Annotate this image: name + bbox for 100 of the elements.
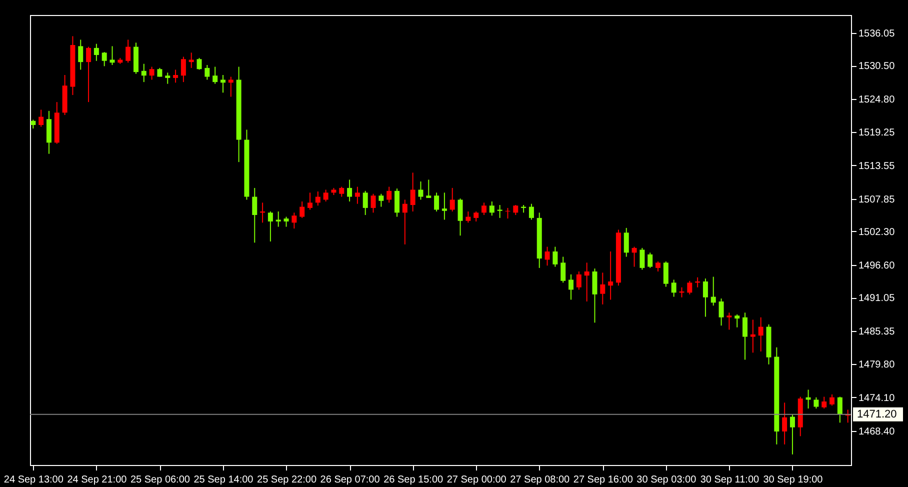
- candlestick: [656, 260, 661, 272]
- candlestick: [402, 199, 408, 245]
- y-tick-label: 1502.30: [858, 226, 896, 238]
- x-tick-label: 27 Sep 16:00: [573, 474, 634, 486]
- candlestick: [378, 193, 384, 208]
- candlestick: [165, 72, 170, 84]
- candlestick: [648, 252, 653, 268]
- candlestick: [750, 319, 756, 354]
- candlestick: [386, 186, 392, 204]
- candlestick: [552, 246, 558, 268]
- candlestick: [576, 270, 582, 290]
- candlestick: [347, 179, 352, 202]
- candlestick: [362, 190, 368, 216]
- candlestick: [126, 39, 131, 64]
- y-tick-label: 1519.25: [858, 127, 896, 138]
- candlestick: [442, 192, 447, 220]
- candlestick: [837, 396, 842, 424]
- y-tick-label: 1479.80: [858, 359, 896, 370]
- candlestick: [228, 76, 234, 98]
- y-tick-label: 1524.80: [858, 94, 896, 106]
- y-tick-label: 1491.05: [858, 293, 896, 304]
- y-tick-label: 1474.10: [858, 392, 896, 404]
- candlestick: [418, 180, 424, 200]
- candlestick: [497, 204, 502, 218]
- candlestick: [742, 312, 748, 360]
- x-tick-label: 30 Sep 19:00: [763, 474, 824, 486]
- candlestick: [458, 198, 463, 236]
- candlestick: [188, 52, 194, 68]
- candlestick: [482, 202, 486, 216]
- candlestick: [608, 250, 614, 300]
- candlestick: [370, 193, 376, 214]
- candlestick: [450, 187, 455, 212]
- y-tick-label: 1468.40: [858, 426, 896, 438]
- candlestick: [323, 189, 328, 202]
- candlestick: [489, 200, 494, 216]
- candlestick: [276, 210, 281, 228]
- candlestick: [394, 188, 400, 218]
- candlestick: [782, 402, 788, 445]
- y-tick-label: 1536.05: [858, 28, 896, 40]
- candlestick: [46, 110, 52, 154]
- candlestick: [710, 276, 716, 306]
- candlestick: [410, 172, 416, 212]
- x-tick-label: 24 Sep 13:00: [4, 474, 64, 486]
- candlestick: [38, 109, 44, 128]
- candlestick: [663, 260, 668, 288]
- candlestick: [300, 200, 305, 218]
- candlestick: [315, 190, 320, 206]
- candlestick: [528, 203, 534, 220]
- candlestick: [180, 56, 186, 83]
- candlestick: [307, 192, 312, 210]
- candlestick: [252, 187, 258, 244]
- candlestick: [94, 43, 99, 62]
- candlestick: [466, 210, 471, 224]
- candlestick: [624, 227, 629, 258]
- candlestick: [718, 298, 724, 326]
- candlestick: [339, 186, 344, 198]
- candlestick: [86, 46, 92, 103]
- x-tick-label: 25 Sep 22:00: [257, 474, 317, 486]
- candlestick: [790, 414, 795, 455]
- x-tick-label: 24 Sep 21:00: [67, 474, 128, 486]
- candlestick: [354, 186, 360, 204]
- candlestick: [560, 256, 566, 284]
- x-tick-label: 25 Sep 14:00: [194, 474, 254, 486]
- candlestick: [78, 39, 84, 70]
- candlestick: [284, 216, 289, 228]
- y-tick-label: 1485.35: [858, 326, 896, 338]
- x-tick-label: 25 Sep 06:00: [130, 474, 190, 486]
- candlestick: [632, 246, 637, 268]
- candlestick: [292, 212, 297, 230]
- candlestick: [102, 52, 107, 67]
- x-tick-label: 27 Sep 08:00: [510, 474, 570, 486]
- candlestick: [584, 262, 590, 302]
- candlestick: [434, 192, 440, 212]
- candlestick: [474, 210, 479, 222]
- x-tick-label: 26 Sep 07:00: [320, 474, 380, 486]
- ref-line-label: 1471.20: [857, 408, 897, 420]
- x-tick-label: 26 Sep 15:00: [384, 474, 444, 486]
- candlestick: [204, 64, 210, 80]
- candlestick: [513, 204, 518, 216]
- candlestick: [671, 279, 676, 298]
- candlestick: [220, 74, 226, 94]
- x-tick-label: 30 Sep 11:00: [700, 474, 760, 486]
- candlestick: [592, 268, 598, 324]
- candlestick: [822, 396, 827, 410]
- candlestick: [173, 69, 178, 84]
- candlestick: [702, 278, 708, 318]
- x-tick-label: 30 Sep 03:00: [636, 474, 697, 486]
- y-tick-label: 1530.50: [858, 61, 896, 72]
- candlestick: [726, 312, 732, 330]
- candlestick: [758, 316, 764, 352]
- y-tick-label: 1507.85: [858, 194, 896, 206]
- candlestick: [196, 57, 202, 70]
- candlestick: [600, 272, 606, 305]
- y-tick-label: 1496.60: [858, 260, 896, 272]
- candlestick: [110, 46, 115, 66]
- candlestick: [830, 394, 835, 406]
- candlestick: [212, 66, 218, 84]
- x-tick-label: 27 Sep 00:00: [446, 474, 507, 486]
- y-tick-label: 1513.55: [858, 160, 896, 172]
- candlestick: [687, 280, 692, 295]
